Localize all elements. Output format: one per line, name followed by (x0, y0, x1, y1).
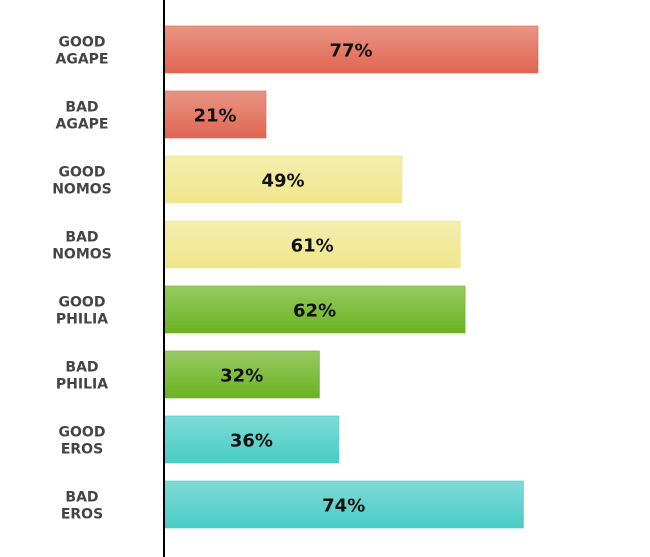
bar-good-eros (163, 415, 340, 464)
category-label: NOMOS (52, 182, 112, 198)
data-label: 32% (220, 366, 263, 387)
bars-layer: 77% 21% 49% 61% 62% 32% 36% 74% (163, 25, 539, 529)
bar-bad-philia (163, 350, 320, 399)
category-label: PHILIA (56, 312, 108, 328)
bar-bad-agape (163, 90, 267, 139)
bar-good-philia (163, 285, 466, 334)
bar-good-agape (163, 25, 539, 74)
bar-bad-nomos (163, 220, 461, 269)
data-label: 21% (193, 106, 236, 127)
data-label: 61% (291, 236, 334, 257)
category-label: GOOD (59, 425, 106, 441)
bar-good-nomos (163, 155, 403, 204)
data-label: 77% (329, 41, 372, 62)
category-label: NOMOS (52, 247, 112, 263)
category-label: GOOD (59, 295, 106, 311)
category-label: EROS (61, 507, 103, 523)
category-label: AGAPE (56, 117, 109, 133)
data-label: 74% (322, 496, 365, 517)
category-label: PHILIA (56, 377, 108, 393)
category-label: GOOD (59, 35, 106, 51)
data-label: 36% (230, 431, 273, 452)
category-label: EROS (61, 442, 103, 458)
category-label: BAD (65, 100, 98, 116)
data-label: 49% (261, 171, 304, 192)
category-labels-layer: GOODAGAPEBADAGAPEGOODNOMOSBADNOMOSGOODPH… (52, 35, 112, 523)
data-label: 62% (293, 301, 336, 322)
category-label: BAD (65, 490, 98, 506)
category-label: BAD (65, 360, 98, 376)
category-label: BAD (65, 230, 98, 246)
category-label: GOOD (59, 165, 106, 181)
category-label: AGAPE (56, 52, 109, 68)
